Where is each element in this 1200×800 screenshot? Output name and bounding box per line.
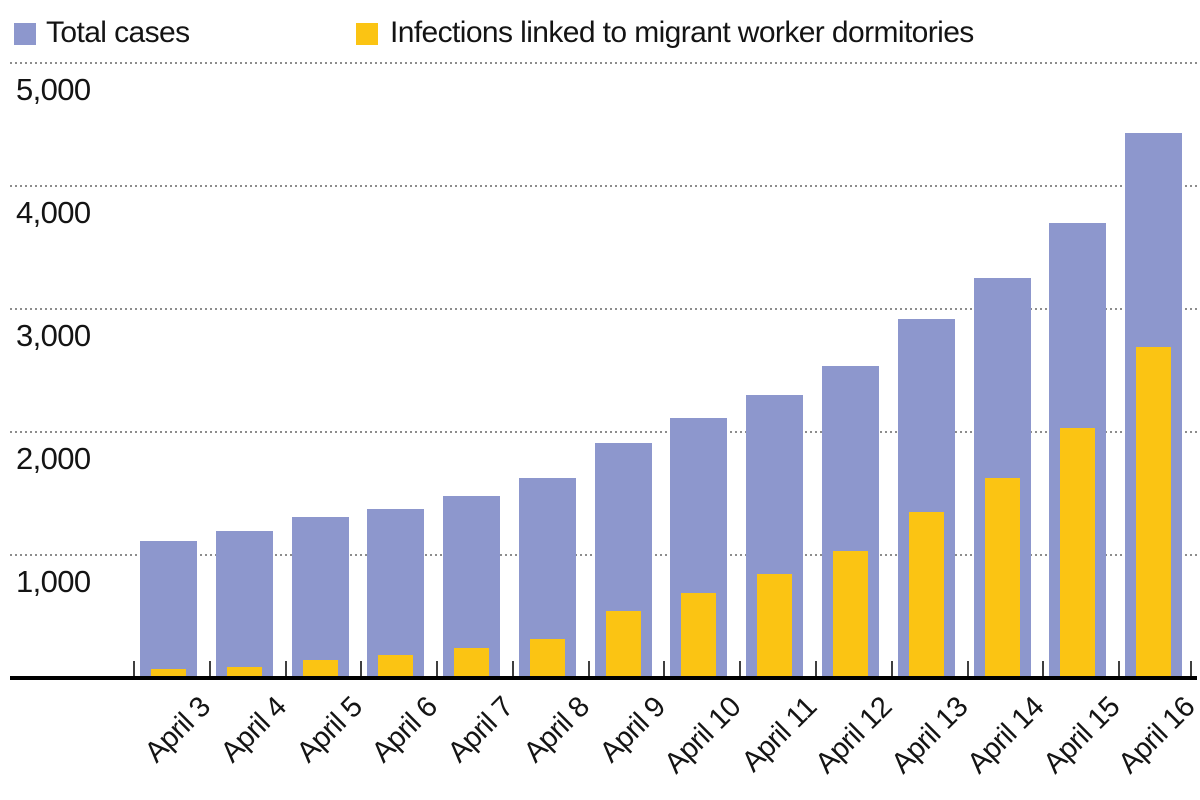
gridline-5000 xyxy=(10,62,1197,64)
legend-label-dormitory-infections: Infections linked to migrant worker dorm… xyxy=(390,16,974,49)
bar-total-cases-april-4 xyxy=(215,531,273,678)
bar-dormitory-infections-april-14 xyxy=(984,478,1020,678)
x-axis-tick-april-6 xyxy=(360,660,363,678)
y-axis-label-2000: 2,000 xyxy=(16,440,91,476)
bar-total-cases-april-5 xyxy=(291,516,349,678)
x-axis-tick-april-12 xyxy=(814,660,817,678)
x-axis-line xyxy=(10,675,1197,680)
bar-total-cases-april-3 xyxy=(140,540,197,678)
x-axis-tick-april-8 xyxy=(511,660,514,678)
x-axis-label-april-10: April 10 xyxy=(658,691,748,780)
x-axis-tick-april-4 xyxy=(208,660,211,678)
x-axis-label-april-6: April 6 xyxy=(366,691,444,769)
x-axis-tick-april-7 xyxy=(436,660,439,678)
y-axis-label-1000: 1,000 xyxy=(16,563,91,599)
x-axis-label-april-13: April 13 xyxy=(885,691,975,780)
bar-dormitory-infections-april-3 xyxy=(151,668,186,678)
y-axis-label-5000: 5,000 xyxy=(16,72,91,107)
bar-dormitory-infections-april-10 xyxy=(681,592,717,678)
legend-label-total-cases: Total cases xyxy=(46,16,190,49)
bar-dormitory-infections-april-16 xyxy=(1136,347,1171,678)
x-axis-tick-april-9 xyxy=(587,660,590,678)
bar-dormitory-infections-april-11 xyxy=(757,574,793,678)
x-axis-tick-april-5 xyxy=(284,660,287,678)
y-axis-label-3000: 3,000 xyxy=(16,317,91,353)
bar-dormitory-infections-april-12 xyxy=(832,550,868,678)
legend-swatch-total-cases xyxy=(14,23,36,45)
x-axis-label-april-7: April 7 xyxy=(441,691,520,769)
chart-legend: Total cases Infections linked to migrant… xyxy=(0,0,1200,56)
x-axis-label-april-11: April 11 xyxy=(735,691,823,779)
x-axis-label-april-5: April 5 xyxy=(290,691,369,769)
x-axis-tick-end xyxy=(1190,660,1192,678)
x-axis-label-april-4: April 4 xyxy=(214,691,293,769)
x-axis-label-april-12: April 12 xyxy=(809,691,899,780)
bar-total-cases-april-7 xyxy=(443,495,501,678)
x-axis-tick-april-14 xyxy=(966,660,969,678)
x-axis-label-april-16: April 16 xyxy=(1112,691,1200,780)
x-axis-tick-april-16 xyxy=(1118,660,1120,678)
gridline-3000 xyxy=(10,307,1197,310)
x-axis-label-april-15: April 15 xyxy=(1037,691,1126,780)
x-axis-label-april-14: April 14 xyxy=(961,691,1051,780)
bar-total-cases-april-6 xyxy=(367,508,425,678)
bar-dormitory-infections-april-4 xyxy=(226,667,262,678)
x-axis-label-april-8: April 8 xyxy=(517,691,596,769)
bar-dormitory-infections-april-8 xyxy=(529,639,565,678)
gridline-2000 xyxy=(10,430,1197,433)
x-axis-tick-april-13 xyxy=(890,660,893,678)
bar-dormitory-infections-april-13 xyxy=(908,511,944,678)
bar-dormitory-infections-april-6 xyxy=(378,655,414,678)
bar-dormitory-infections-april-9 xyxy=(605,610,641,678)
bar-dormitory-infections-april-7 xyxy=(454,648,490,678)
gridline-4000 xyxy=(10,184,1197,187)
x-axis-tick-april-3 xyxy=(133,660,135,678)
x-axis-tick-april-11 xyxy=(739,660,742,678)
x-axis-label-april-3: April 3 xyxy=(138,691,217,769)
y-axis-label-4000: 4,000 xyxy=(16,194,91,230)
x-axis-tick-april-10 xyxy=(663,660,666,678)
bar-dormitory-infections-april-5 xyxy=(302,659,338,678)
x-axis-tick-april-15 xyxy=(1042,660,1045,678)
legend-swatch-dormitory-infections xyxy=(356,23,378,45)
bar-dormitory-infections-april-15 xyxy=(1060,428,1096,678)
